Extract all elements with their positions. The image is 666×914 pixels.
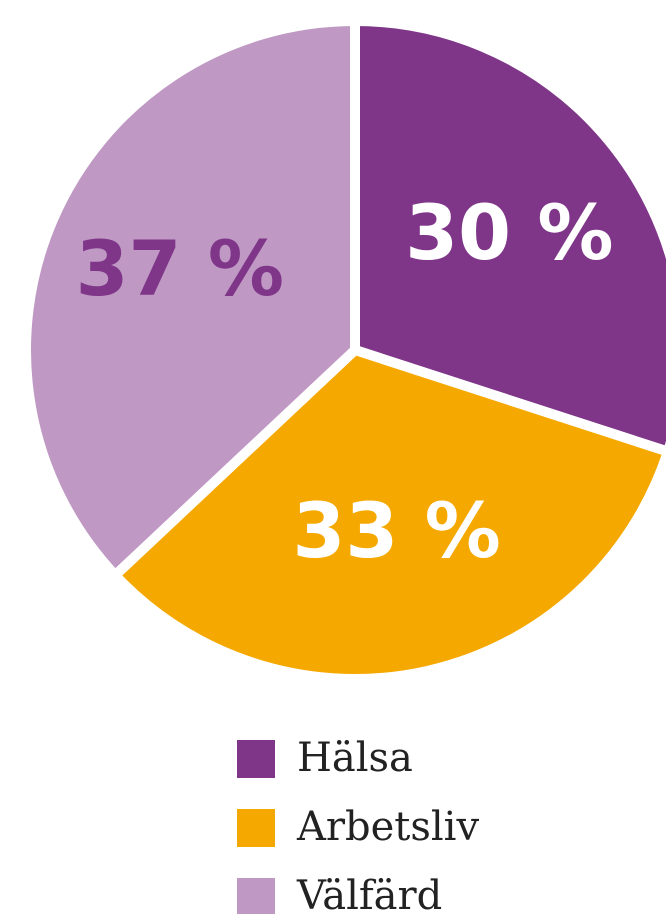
slice-label: 33 % — [292, 486, 500, 575]
legend-swatch — [237, 878, 275, 914]
pie-slice — [21, 16, 360, 581]
pie-slice — [350, 16, 666, 457]
pie-slice — [110, 345, 666, 684]
legend-swatch — [237, 740, 275, 778]
slice-label: 37 % — [76, 224, 284, 313]
slice-label: 30 % — [405, 188, 613, 277]
legend-swatch — [237, 809, 275, 847]
legend-label: Arbetsliv — [296, 804, 479, 850]
legend-label: Välfärd — [296, 873, 442, 914]
legend-label: Hälsa — [297, 735, 413, 781]
